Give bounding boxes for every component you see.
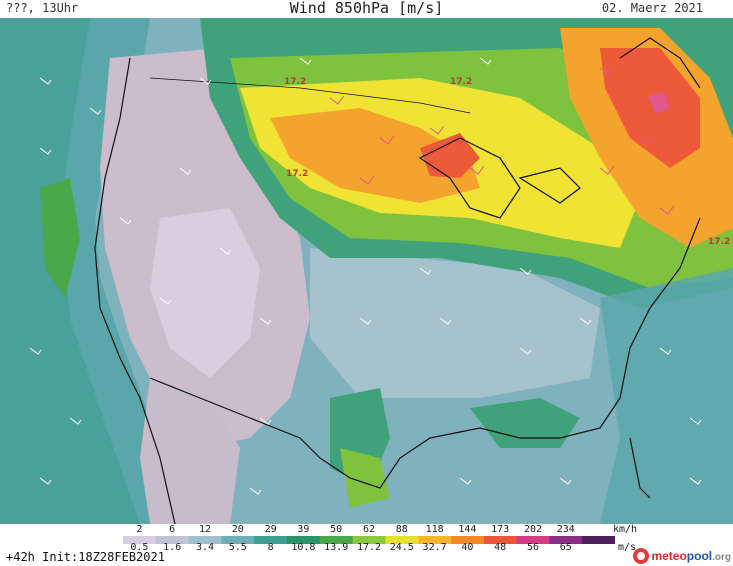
gulf-atlantic-coastline [319, 217, 701, 489]
kmh-tick-label: 62 [362, 524, 376, 535]
legend-swatch [254, 536, 288, 544]
contour-label: 17.2 [286, 169, 308, 179]
calm-mexico [140, 378, 240, 524]
lake-erie-outline [518, 167, 581, 204]
brand-part-b: pool [686, 549, 713, 563]
wind-map: 17.2 17.2 17.2 17.2 [0, 18, 733, 524]
legend-color-bar [123, 536, 615, 544]
brand-text: meteopool.org [651, 549, 731, 563]
kmh-tick-label: 39 [297, 524, 310, 535]
contour-label: 17.2 [450, 77, 472, 87]
ms-tick-label: 32.7 [422, 542, 447, 553]
canada-border [149, 77, 471, 114]
plains-light [310, 248, 600, 398]
kmh-tick-label: 2 [136, 524, 143, 535]
great-lakes-outline [418, 137, 521, 219]
ms-tick-label: 40 [461, 542, 474, 553]
pacific-band [0, 18, 140, 524]
legend-swatch [319, 536, 354, 544]
ms-tick-label: 56 [526, 542, 540, 553]
atlantic-region [600, 268, 733, 524]
forecast-day-label: ???, 13Uhr [6, 1, 79, 15]
ms-tick-label: 1.6 [163, 542, 182, 553]
ms-tick-label: 5.5 [228, 542, 247, 553]
legend-swatch [123, 536, 157, 544]
forecast-date: 02. Maerz 2021 [601, 1, 703, 15]
ms-tick-label: 8 [267, 542, 274, 553]
ms-tick-label: 17.2 [356, 542, 382, 553]
ms-tick-label: 0.5 [130, 542, 149, 553]
kmh-tick-label: 50 [330, 524, 343, 535]
ms-tick-label: 24.5 [389, 542, 414, 553]
legend-swatch [516, 536, 550, 544]
legend-swatch [221, 536, 255, 544]
kmh-tick-label: 118 [425, 524, 444, 535]
kmh-tick-label: 6 [169, 524, 176, 535]
color-legend: 2 6 12 20 29 39 50 62 88 118 144 173 202 234 km/h 0.5… [0, 524, 733, 566]
legend-swatch [385, 536, 419, 544]
florida-coast [629, 437, 651, 499]
legend-swatch [549, 536, 583, 544]
legend-swatch [418, 536, 452, 544]
kmh-tick-label: 20 [231, 524, 244, 535]
header-bar: ???, 13Uhr Wind 850hPa [m/s] 02. Maerz 2… [0, 0, 733, 18]
legend-swatch [188, 536, 222, 544]
ms-tick-label: 48 [494, 542, 507, 553]
coastlines [94, 37, 701, 524]
northeast-coast [619, 37, 701, 89]
calm-core [150, 208, 260, 378]
gulf-green [470, 398, 580, 448]
red-core-east [600, 48, 700, 168]
legend-swatch [582, 536, 615, 544]
orange-core-lakes [270, 108, 480, 203]
kmh-tick-label: 29 [264, 524, 277, 535]
logo-icon [633, 548, 650, 564]
coast-green [40, 178, 80, 298]
kmh-tick-label: 173 [491, 524, 510, 535]
mexico-border [149, 377, 321, 459]
map-title: Wind 850hPa [m/s] [289, 0, 444, 17]
kmh-unit: km/h [613, 524, 638, 535]
ms-tick-label: 65 [559, 542, 572, 553]
legend-swatch [451, 536, 485, 544]
legend-swatch [352, 536, 386, 544]
contour-label: 17.2 [284, 77, 306, 87]
wind-barbs [29, 57, 702, 495]
meteopool-logo[interactable]: meteopool.org [633, 548, 731, 564]
kmh-tick-label: 144 [458, 524, 477, 535]
contour-label: 17.2 [708, 237, 730, 247]
ms-tick-label: 13.9 [324, 542, 349, 553]
wind-map-svg: 17.2 17.2 17.2 17.2 [0, 18, 733, 524]
kmh-tick-label: 12 [198, 524, 212, 535]
legend-swatch [287, 536, 321, 544]
legend-swatch [483, 536, 518, 544]
ms-tick-label: 3.4 [195, 542, 215, 553]
legend-swatch [155, 536, 190, 544]
texas-strong [340, 448, 390, 508]
brand-part-c: .org [712, 552, 731, 563]
ms-unit: m/s [618, 542, 637, 553]
pink-core [648, 92, 670, 114]
strong-wind-barbs [329, 65, 675, 215]
red-core-lakes [420, 133, 480, 178]
west-coastline [94, 57, 176, 524]
brand-part-a: meteo [651, 549, 687, 563]
kmh-tick-label: 88 [395, 524, 408, 535]
kmh-tick-label: 234 [556, 524, 575, 535]
kmh-tick-label: 202 [523, 524, 543, 535]
ms-tick-label: 10.8 [291, 542, 316, 553]
run-info: +42h Init:18Z28FEB2021 [6, 550, 165, 564]
